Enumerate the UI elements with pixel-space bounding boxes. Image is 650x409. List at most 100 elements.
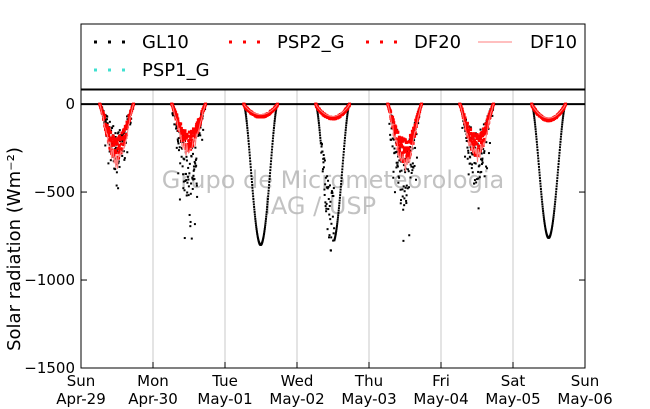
gl10-point (267, 192, 270, 195)
gl10-point (410, 171, 413, 174)
gl10-point (407, 186, 410, 189)
gl10-point (323, 193, 326, 196)
psp2-df20-point (396, 130, 400, 134)
psp2-df20-point (461, 110, 465, 114)
gl10-point (263, 232, 266, 235)
gl10-point (346, 113, 349, 116)
gl10-point (322, 154, 325, 157)
gl10-point (551, 221, 554, 224)
psp2-df20-point (121, 136, 125, 140)
gl10-point (337, 209, 340, 212)
gl10-point (256, 231, 259, 234)
gl10-point (393, 147, 396, 150)
gl10-point (533, 119, 536, 122)
gl10-point (557, 165, 560, 168)
gl10-point (248, 151, 251, 154)
df10-line (99, 103, 135, 169)
gl10-point (332, 195, 335, 198)
gl10-point (537, 157, 540, 160)
gl10-point (319, 136, 322, 139)
gl10-point (187, 178, 190, 181)
gl10-point (318, 131, 321, 134)
gl10-point (328, 205, 331, 208)
gl10-point (550, 229, 553, 232)
gl10-point (188, 162, 191, 165)
gl10-point (392, 170, 395, 173)
gl10-point (401, 188, 404, 191)
psp2-df20-point (186, 134, 190, 138)
gl10-point (249, 157, 252, 160)
gl10-point (192, 165, 195, 168)
gl10-point (250, 172, 253, 175)
gl10-point (247, 134, 250, 137)
gl10-point (544, 229, 547, 232)
gl10-point (180, 155, 183, 158)
gl10-point (399, 170, 402, 173)
psp2-df20-point (391, 115, 395, 119)
gl10-point (560, 133, 563, 136)
gl10-point (267, 186, 270, 189)
gl10-point (473, 182, 476, 185)
gl10-point (129, 123, 132, 126)
legend-swatch (229, 40, 232, 44)
gl10-point (396, 161, 399, 164)
gl10-point (254, 220, 257, 223)
gl10-point (542, 212, 545, 215)
gl10-point (195, 184, 198, 187)
psp2-df20-point (187, 139, 191, 143)
psp2-df20-point (389, 110, 393, 114)
gl10-point (341, 171, 344, 174)
gl10-point (269, 172, 272, 175)
psp2-df20-point (401, 139, 405, 143)
psp2-df20-point (420, 102, 424, 106)
gl10-point (539, 185, 542, 188)
gl10-point (483, 175, 486, 178)
df10-line (171, 103, 207, 156)
psp2-df20-point (398, 148, 402, 152)
gl10-point (272, 132, 275, 135)
legend: GL10 PSP2_G DF20 DF10 PSP1_G (80, 23, 586, 90)
gl10-point (551, 223, 554, 226)
gl10-point (480, 152, 483, 155)
gl10-point (413, 139, 416, 142)
gl10-point (333, 237, 336, 240)
x-tick-label-date: May-03 (341, 390, 396, 408)
gl10-point (262, 237, 265, 240)
gl10-point (251, 186, 254, 189)
gl10-point (554, 193, 557, 196)
gl10-point (316, 113, 319, 116)
gl10-point (252, 198, 255, 201)
psp2-df20-point (105, 123, 109, 127)
gl10-point (247, 142, 250, 145)
gl10-point (560, 128, 563, 131)
gl10-point (537, 154, 540, 157)
gl10-point (262, 234, 265, 237)
gl10-point (255, 224, 258, 227)
psp2-df20-point (105, 130, 109, 134)
gl10-point (557, 168, 560, 171)
gl10-point (264, 224, 267, 227)
gl10-point (271, 142, 274, 145)
gl10-point (545, 231, 548, 234)
gl10-point (325, 202, 328, 205)
gl10-point (185, 159, 188, 162)
psp2-df20-point (124, 135, 128, 139)
gl10-point (551, 226, 554, 229)
gl10-point (550, 230, 553, 233)
psp2-df20-point (463, 116, 467, 120)
gl10-point (330, 222, 333, 225)
psp2-df20-point (126, 121, 130, 125)
gl10-point (391, 122, 394, 125)
gl10-point (483, 150, 486, 153)
gl10-point (477, 177, 480, 180)
gl10-point (195, 182, 198, 185)
gl10-point (123, 157, 126, 160)
gl10-point (342, 153, 345, 156)
gl10-point (407, 160, 410, 163)
gl10-point (537, 165, 540, 168)
gl10-point (341, 165, 344, 168)
gl10-point (272, 126, 275, 129)
gl10-point (317, 119, 320, 122)
gl10-point (252, 203, 255, 206)
